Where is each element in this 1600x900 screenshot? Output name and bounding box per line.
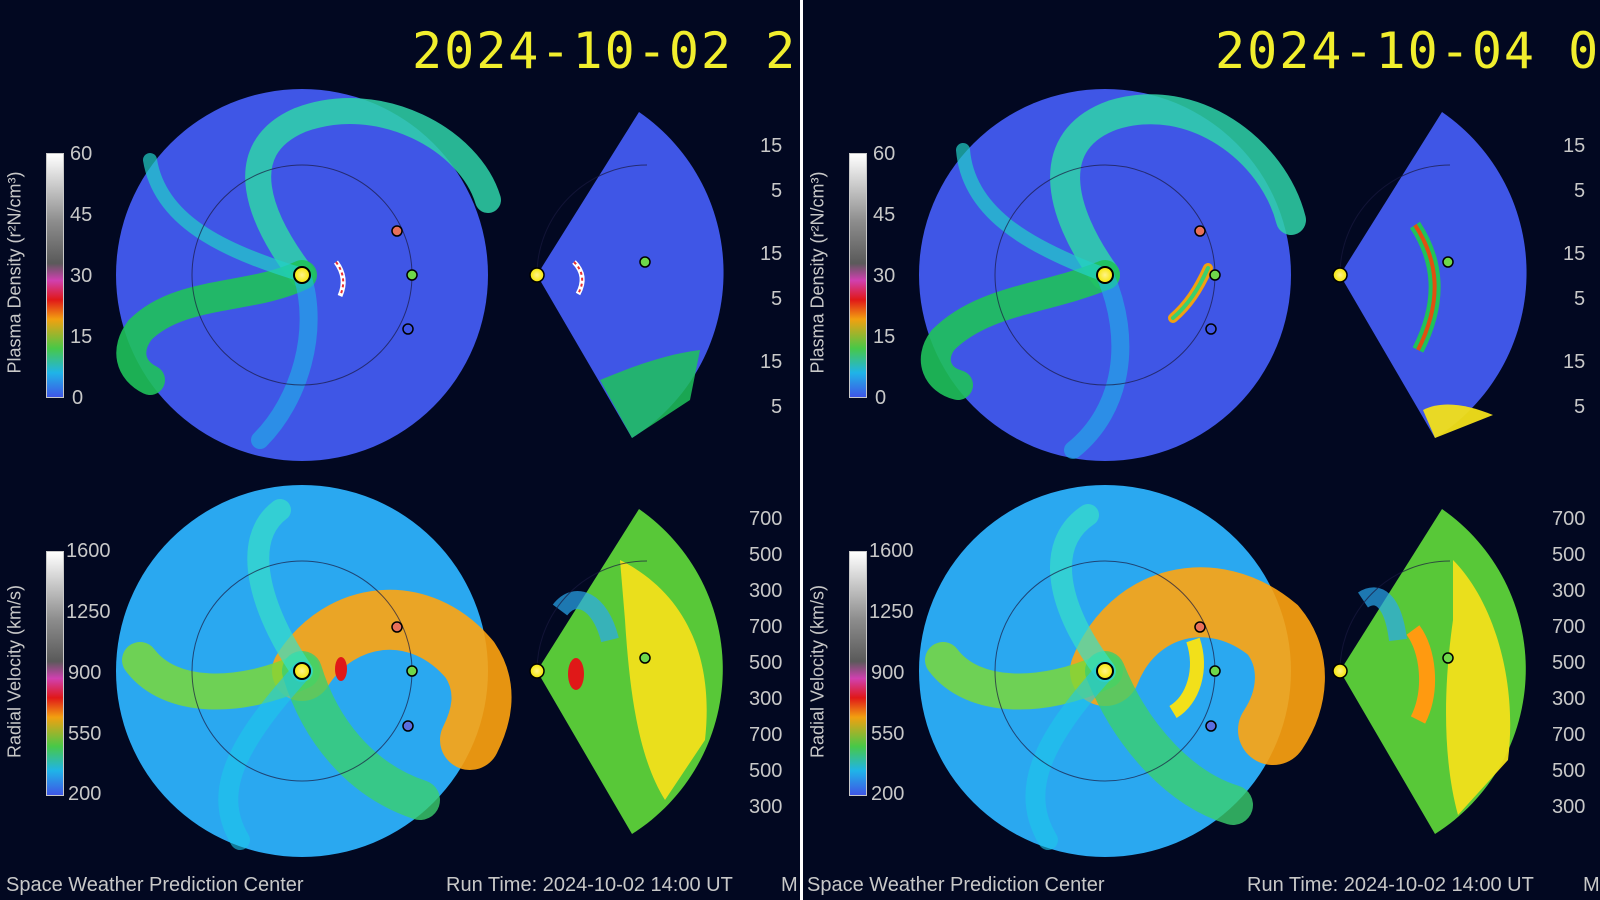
density-side-tick: 15: [1563, 351, 1586, 373]
sun-marker-velocity-meridional: [529, 663, 545, 679]
earth-marker: [406, 269, 418, 281]
velocity-side-tick: 700: [749, 616, 783, 638]
sun-marker-meridional: [1332, 267, 1348, 283]
sun-marker-velocity-meridional: [1332, 663, 1348, 679]
stereo-a-marker: [1194, 225, 1206, 237]
cme-front-velocity: [335, 657, 347, 681]
velocity-side-tick: 500: [749, 760, 783, 782]
density-tick: 15: [70, 326, 93, 348]
earth-marker-meridional: [1442, 256, 1454, 268]
density-side-tick: 15: [1563, 243, 1586, 265]
density-tick: 30: [70, 265, 93, 287]
stereo-b-marker: [402, 323, 414, 335]
stereo-b-marker-velocity: [402, 720, 414, 732]
cme-front-velocity: [1168, 637, 1204, 718]
density-tick: 30: [873, 265, 896, 287]
density-tick: 15: [873, 326, 896, 348]
velocity-side-tick: 500: [1552, 652, 1586, 674]
panel-right: 2024-10-04 0: [803, 0, 1600, 900]
velocity-side-tick: 300: [749, 688, 783, 710]
stereo-a-marker: [391, 225, 403, 237]
density-side-tick: 15: [760, 243, 783, 265]
density-side-tick: 5: [1574, 180, 1586, 202]
velocity-side-tick: 300: [1552, 688, 1586, 710]
footer-run-time: Run Time: 2024-10-02 14:00 UT: [1247, 874, 1534, 896]
velocity-side-tick: 700: [749, 508, 783, 530]
density-ecliptic-plot: [116, 89, 724, 857]
density-side-tick: 5: [771, 288, 783, 310]
footer-credit: Space Weather Prediction Center: [6, 874, 304, 896]
velocity-tick: 1600: [66, 540, 111, 562]
velocity-tick: 200: [68, 783, 102, 805]
velocity-colorbar-title: Radial Velocity (km/s): [4, 584, 25, 759]
footer-truncated: M: [781, 874, 798, 896]
velocity-tick: 1600: [869, 540, 914, 562]
velocity-side-tick: 300: [1552, 796, 1586, 818]
density-side-tick: 5: [1574, 288, 1586, 310]
footer-truncated: M: [1583, 874, 1600, 896]
earth-marker-meridional: [639, 256, 651, 268]
stereo-a-marker-velocity: [391, 621, 403, 633]
sun-marker-velocity: [293, 662, 311, 680]
density-side-tick: 5: [1574, 396, 1586, 418]
density-tick: 45: [873, 204, 896, 226]
density-side-tick: 5: [771, 396, 783, 418]
timestamp: 2024-10-04 0: [1215, 22, 1600, 80]
density-tick: 0: [72, 387, 84, 409]
velocity-colorbar-title: Radial Velocity (km/s): [807, 584, 828, 759]
earth-marker-velocity-meridional: [1442, 652, 1454, 664]
velocity-side-tick: 500: [1552, 544, 1586, 566]
density-colorbar: [46, 153, 64, 398]
earth-marker-velocity: [1209, 665, 1221, 677]
density-colorbar: [849, 153, 867, 398]
stereo-a-marker-velocity: [1194, 621, 1206, 633]
density-colorbar-title: Plasma Density (r²N/cm³): [4, 171, 25, 374]
density-side-tick: 5: [771, 180, 783, 202]
velocity-side-tick: 500: [749, 652, 783, 674]
footer-run-time: Run Time: 2024-10-02 14:00 UT: [446, 874, 733, 896]
velocity-side-tick: 300: [749, 580, 783, 602]
velocity-colorbar: [849, 551, 867, 796]
velocity-side-tick: 500: [749, 544, 783, 566]
velocity-tick: 1250: [869, 601, 914, 623]
density-tick: 60: [70, 143, 93, 165]
density-tick: 45: [70, 204, 93, 226]
velocity-tick: 550: [871, 723, 905, 745]
velocity-side-tick: 700: [1552, 724, 1586, 746]
velocity-tick: 900: [68, 662, 102, 684]
sun-marker: [293, 266, 311, 284]
panel-divider: [800, 0, 803, 900]
velocity-side-tick: 300: [1552, 580, 1586, 602]
velocity-side-tick: 700: [749, 724, 783, 746]
velocity-colorbar: [46, 551, 64, 796]
velocity-tick: 900: [871, 662, 905, 684]
velocity-side-tick: 500: [1552, 760, 1586, 782]
sun-marker: [1096, 266, 1114, 284]
density-tick: 0: [875, 387, 887, 409]
earth-marker-velocity-meridional: [639, 652, 651, 664]
panel-left: 2024-10-02 2: [4, 22, 798, 896]
density-colorbar-title: Plasma Density (r²N/cm³): [807, 171, 828, 374]
density-side-tick: 15: [760, 135, 783, 157]
timestamp: 2024-10-02 2: [412, 22, 798, 80]
velocity-tick: 200: [871, 783, 905, 805]
footer-credit: Space Weather Prediction Center: [807, 874, 1105, 896]
velocity-tick: 1250: [66, 601, 111, 623]
density-ecliptic-plot: [919, 89, 1527, 857]
sun-marker-velocity: [1096, 662, 1114, 680]
earth-marker: [1209, 269, 1221, 281]
sun-marker-meridional: [529, 267, 545, 283]
velocity-tick: 550: [68, 723, 102, 745]
density-side-tick: 15: [1563, 135, 1586, 157]
velocity-side-tick: 700: [1552, 508, 1586, 530]
earth-marker-velocity: [406, 665, 418, 677]
stereo-b-marker: [1205, 323, 1217, 335]
density-tick: 60: [873, 143, 896, 165]
density-side-tick: 15: [760, 351, 783, 373]
velocity-side-tick: 700: [1552, 616, 1586, 638]
velocity-side-tick: 300: [749, 796, 783, 818]
stereo-b-marker-velocity: [1205, 720, 1217, 732]
